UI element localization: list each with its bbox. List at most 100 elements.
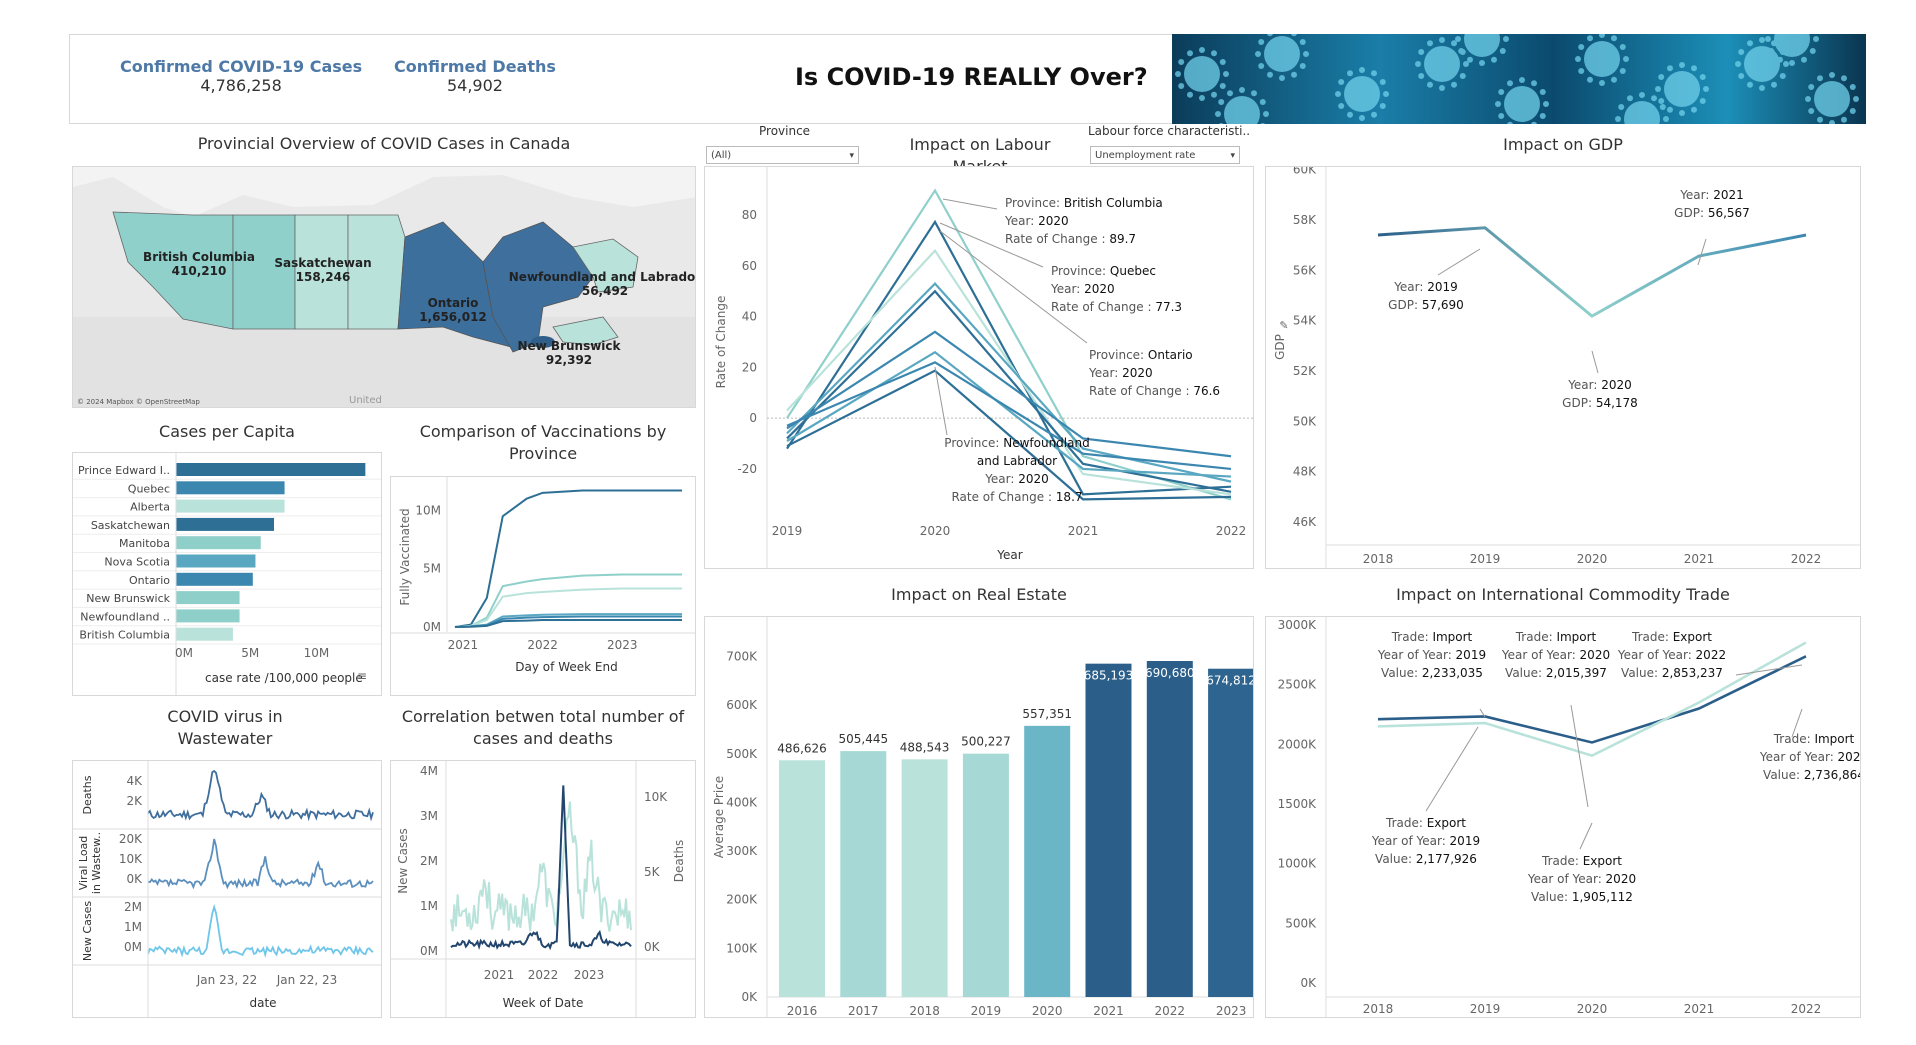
wastewater-xtick: Jan 23, 22 <box>196 973 257 987</box>
gdp-series-line[interactable] <box>1377 226 1807 318</box>
sort-icon[interactable]: ≡ <box>357 669 368 683</box>
per-capita-bar[interactable] <box>176 572 253 586</box>
wastewater-series-line[interactable] <box>147 903 374 958</box>
wastewater-ytick: 2M <box>124 900 142 914</box>
pin-icon[interactable]: ✎ <box>1279 319 1288 332</box>
annotation-line: Rate of Change : 76.6 <box>1089 384 1220 398</box>
wastewater-series-line[interactable] <box>147 769 374 822</box>
province-filter-select[interactable]: (All) ▾ <box>706 146 859 164</box>
virus-spike <box>1619 68 1626 74</box>
real-estate-bar[interactable] <box>1024 725 1071 997</box>
annotation-line: Year: 2020 <box>1004 214 1069 228</box>
real-estate-bar[interactable] <box>901 759 948 997</box>
annotation-line: Trade: Import <box>1773 732 1855 746</box>
virus-spike <box>1303 51 1309 57</box>
vaccination-title: Comparison of Vaccinations by Province <box>419 422 667 463</box>
real-estate-bar-label: 505,445 <box>838 732 888 746</box>
vaccination-series-line[interactable] <box>454 573 683 628</box>
labour-series-line[interactable] <box>786 289 1232 493</box>
gdp-ytick: 52K <box>1293 364 1317 378</box>
virus-spike <box>1267 34 1273 37</box>
gdp-xtick: 2022 <box>1791 552 1822 566</box>
per-capita-bar[interactable] <box>176 517 274 531</box>
annotation-line: Value: 2,736,864 <box>1763 768 1860 782</box>
per-capita-bar[interactable] <box>176 536 261 550</box>
gdp-ytick: 60K <box>1293 167 1317 177</box>
deaths-series-line[interactable] <box>450 801 632 932</box>
wastewater-series-line[interactable] <box>147 838 374 890</box>
gdp-xtick: 2018 <box>1363 552 1394 566</box>
annotation-line: Value: 2,177,926 <box>1375 852 1477 866</box>
per-capita-bar[interactable] <box>176 481 285 495</box>
virus-spike <box>1611 76 1617 83</box>
labour-series-line[interactable] <box>786 350 1232 478</box>
per-capita-xtick: 0M <box>175 646 193 660</box>
real-estate-bar-label: 486,626 <box>777 741 827 755</box>
wastewater-xtick: Jan 22, 23 <box>276 973 337 987</box>
real-estate-bar[interactable] <box>1208 668 1255 997</box>
correlation-xlabel: Week of Date <box>503 996 584 1010</box>
virus-particle <box>1464 34 1500 57</box>
labour-series-line[interactable] <box>786 219 1232 496</box>
virus-spike <box>1299 39 1306 45</box>
province-alberta <box>232 214 296 330</box>
per-capita-bar[interactable] <box>176 627 233 641</box>
map-label-bc-name: British Columbia <box>143 250 255 264</box>
trade-panel: 3000K 2500K 2000K 1500K 1000K 500K 0K 2018 2019 2… <box>1265 616 1868 1018</box>
vaccination-series-line[interactable] <box>454 489 683 628</box>
virus-spike <box>1347 70 1353 77</box>
per-capita-bar[interactable] <box>176 499 285 513</box>
virus-spike <box>1817 75 1823 82</box>
virus-banner-image <box>1172 34 1866 124</box>
virus-spike <box>1219 83 1226 89</box>
vaccination-panel: 0M 5M 10M 2021 2022 2023 Fully Vaccinated Day o… <box>390 476 696 696</box>
wastewater-chart: 4K 2K Deaths 20K 10K 0K Viral Load in Wastew.. 2… <box>73 761 381 1017</box>
per-capita-bar[interactable] <box>176 554 256 568</box>
labour-series-line[interactable] <box>786 361 1232 471</box>
province-maritimes <box>552 316 619 346</box>
real-estate-ytick: 500K <box>726 747 758 761</box>
virus-spike <box>1768 48 1775 54</box>
virus-spike <box>1667 106 1673 113</box>
trade-series-line[interactable] <box>1377 641 1807 758</box>
characteristic-filter-select[interactable]: Unemployment rate ▾ <box>1090 146 1240 164</box>
trade-series-line[interactable] <box>1377 655 1807 744</box>
virus-spike <box>1507 80 1513 87</box>
real-estate-bar[interactable] <box>1085 663 1132 997</box>
real-estate-bar[interactable] <box>1146 660 1193 997</box>
vaccination-xtick: 2021 <box>448 638 479 652</box>
per-capita-bar[interactable] <box>176 463 366 476</box>
virus-spike <box>1458 48 1465 54</box>
labour-xtick: 2019 <box>772 524 803 538</box>
map-place-label: United <box>349 395 382 406</box>
per-capita-bar[interactable] <box>176 591 240 605</box>
per-capita-bar[interactable] <box>176 609 240 623</box>
vaccination-ytick: 0M <box>423 620 441 634</box>
labour-series-line[interactable] <box>786 330 1232 458</box>
vaccination-series-line[interactable] <box>454 619 683 628</box>
real-estate-bar-label: 488,543 <box>900 740 950 754</box>
annotation-leader <box>1437 248 1481 276</box>
virus-spike <box>1299 63 1306 69</box>
virus-spike <box>1611 35 1617 42</box>
real-estate-bar[interactable] <box>962 753 1009 997</box>
virus-spike <box>1841 116 1847 123</box>
labour-series-line[interactable] <box>786 248 1232 496</box>
real-estate-ytick: 100K <box>726 941 758 955</box>
labour-series-line[interactable] <box>786 282 1232 483</box>
real-estate-bar[interactable] <box>779 760 825 997</box>
virus-particle <box>1224 96 1260 124</box>
vaccination-series-line[interactable] <box>454 587 683 628</box>
cases-series-line[interactable] <box>450 785 632 951</box>
trade-xtick: 2018 <box>1363 1002 1394 1016</box>
map-label-on-value: 1,656,012 <box>419 310 487 324</box>
per-capita-category: Newfoundland .. <box>80 610 170 623</box>
real-estate-bar[interactable] <box>840 751 887 997</box>
labour-series-line[interactable] <box>786 369 1232 501</box>
annotation-line: Year of Year: 2020 <box>1527 872 1636 886</box>
kpi-cases: Confirmed COVID-19 Cases 4,786,258 <box>120 57 362 95</box>
real-estate-xtick: 2019 <box>971 1004 1002 1017</box>
virus-spike <box>1379 103 1386 109</box>
canada-map[interactable]: British Columbia 410,210 Saskatchewan 15… <box>72 166 696 408</box>
real-estate-chart: 700K 600K 500K 400K 300K 200K 100K 0K 486,626 201… <box>712 617 1256 1018</box>
